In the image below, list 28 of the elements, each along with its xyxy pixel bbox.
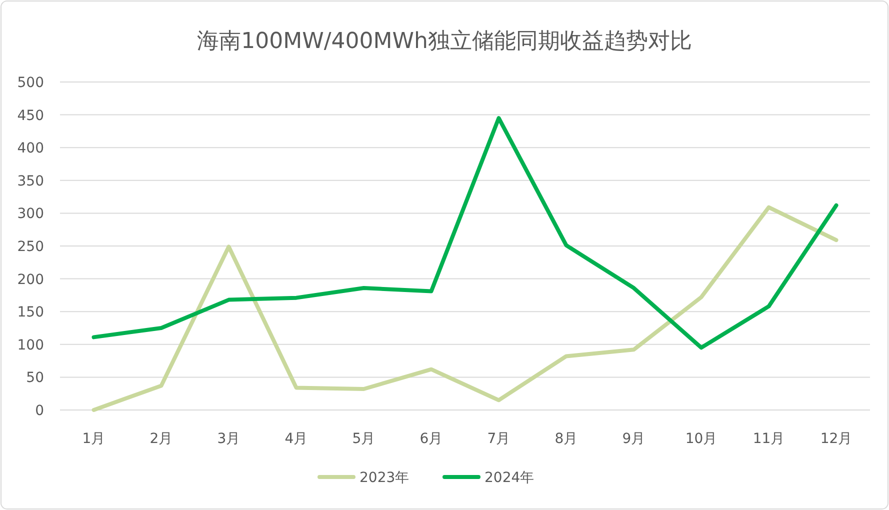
x-tick-label: 8月 — [554, 431, 578, 447]
x-tick-label: 5月 — [352, 431, 376, 447]
legend-label: 2024年 — [484, 470, 534, 486]
y-tick-label: 350 — [17, 173, 44, 190]
x-tick-label: 1月 — [82, 431, 106, 447]
x-tick-label: 12月 — [820, 431, 852, 447]
x-tick-label: 10月 — [685, 431, 718, 447]
x-tick-label: 6月 — [420, 431, 443, 447]
y-tick-label: 150 — [17, 304, 44, 321]
x-tick-label: 7月 — [487, 431, 510, 447]
y-tick-label: 400 — [17, 140, 44, 157]
y-tick-label: 200 — [17, 272, 44, 288]
y-tick-label: 300 — [17, 206, 44, 222]
y-tick-label: 100 — [17, 337, 44, 354]
x-tick-label: 2月 — [150, 431, 173, 447]
y-tick-label: 0 — [35, 403, 44, 419]
x-tick-label: 11月 — [752, 431, 785, 447]
x-tick-label: 9月 — [622, 431, 646, 447]
y-tick-label: 250 — [17, 239, 44, 255]
y-tick-label: 500 — [17, 75, 44, 91]
y-tick-label: 50 — [26, 370, 44, 386]
x-tick-label: 3月 — [217, 431, 240, 447]
y-tick-label: 450 — [17, 108, 44, 124]
legend-label: 2023年 — [360, 470, 410, 486]
line-series — [92, 116, 838, 350]
x-tick-label: 4月 — [284, 431, 308, 447]
line-series — [92, 205, 838, 412]
chart-title: 海南100MW/400MWh独立储能同期收益趋势对比 — [197, 29, 692, 54]
